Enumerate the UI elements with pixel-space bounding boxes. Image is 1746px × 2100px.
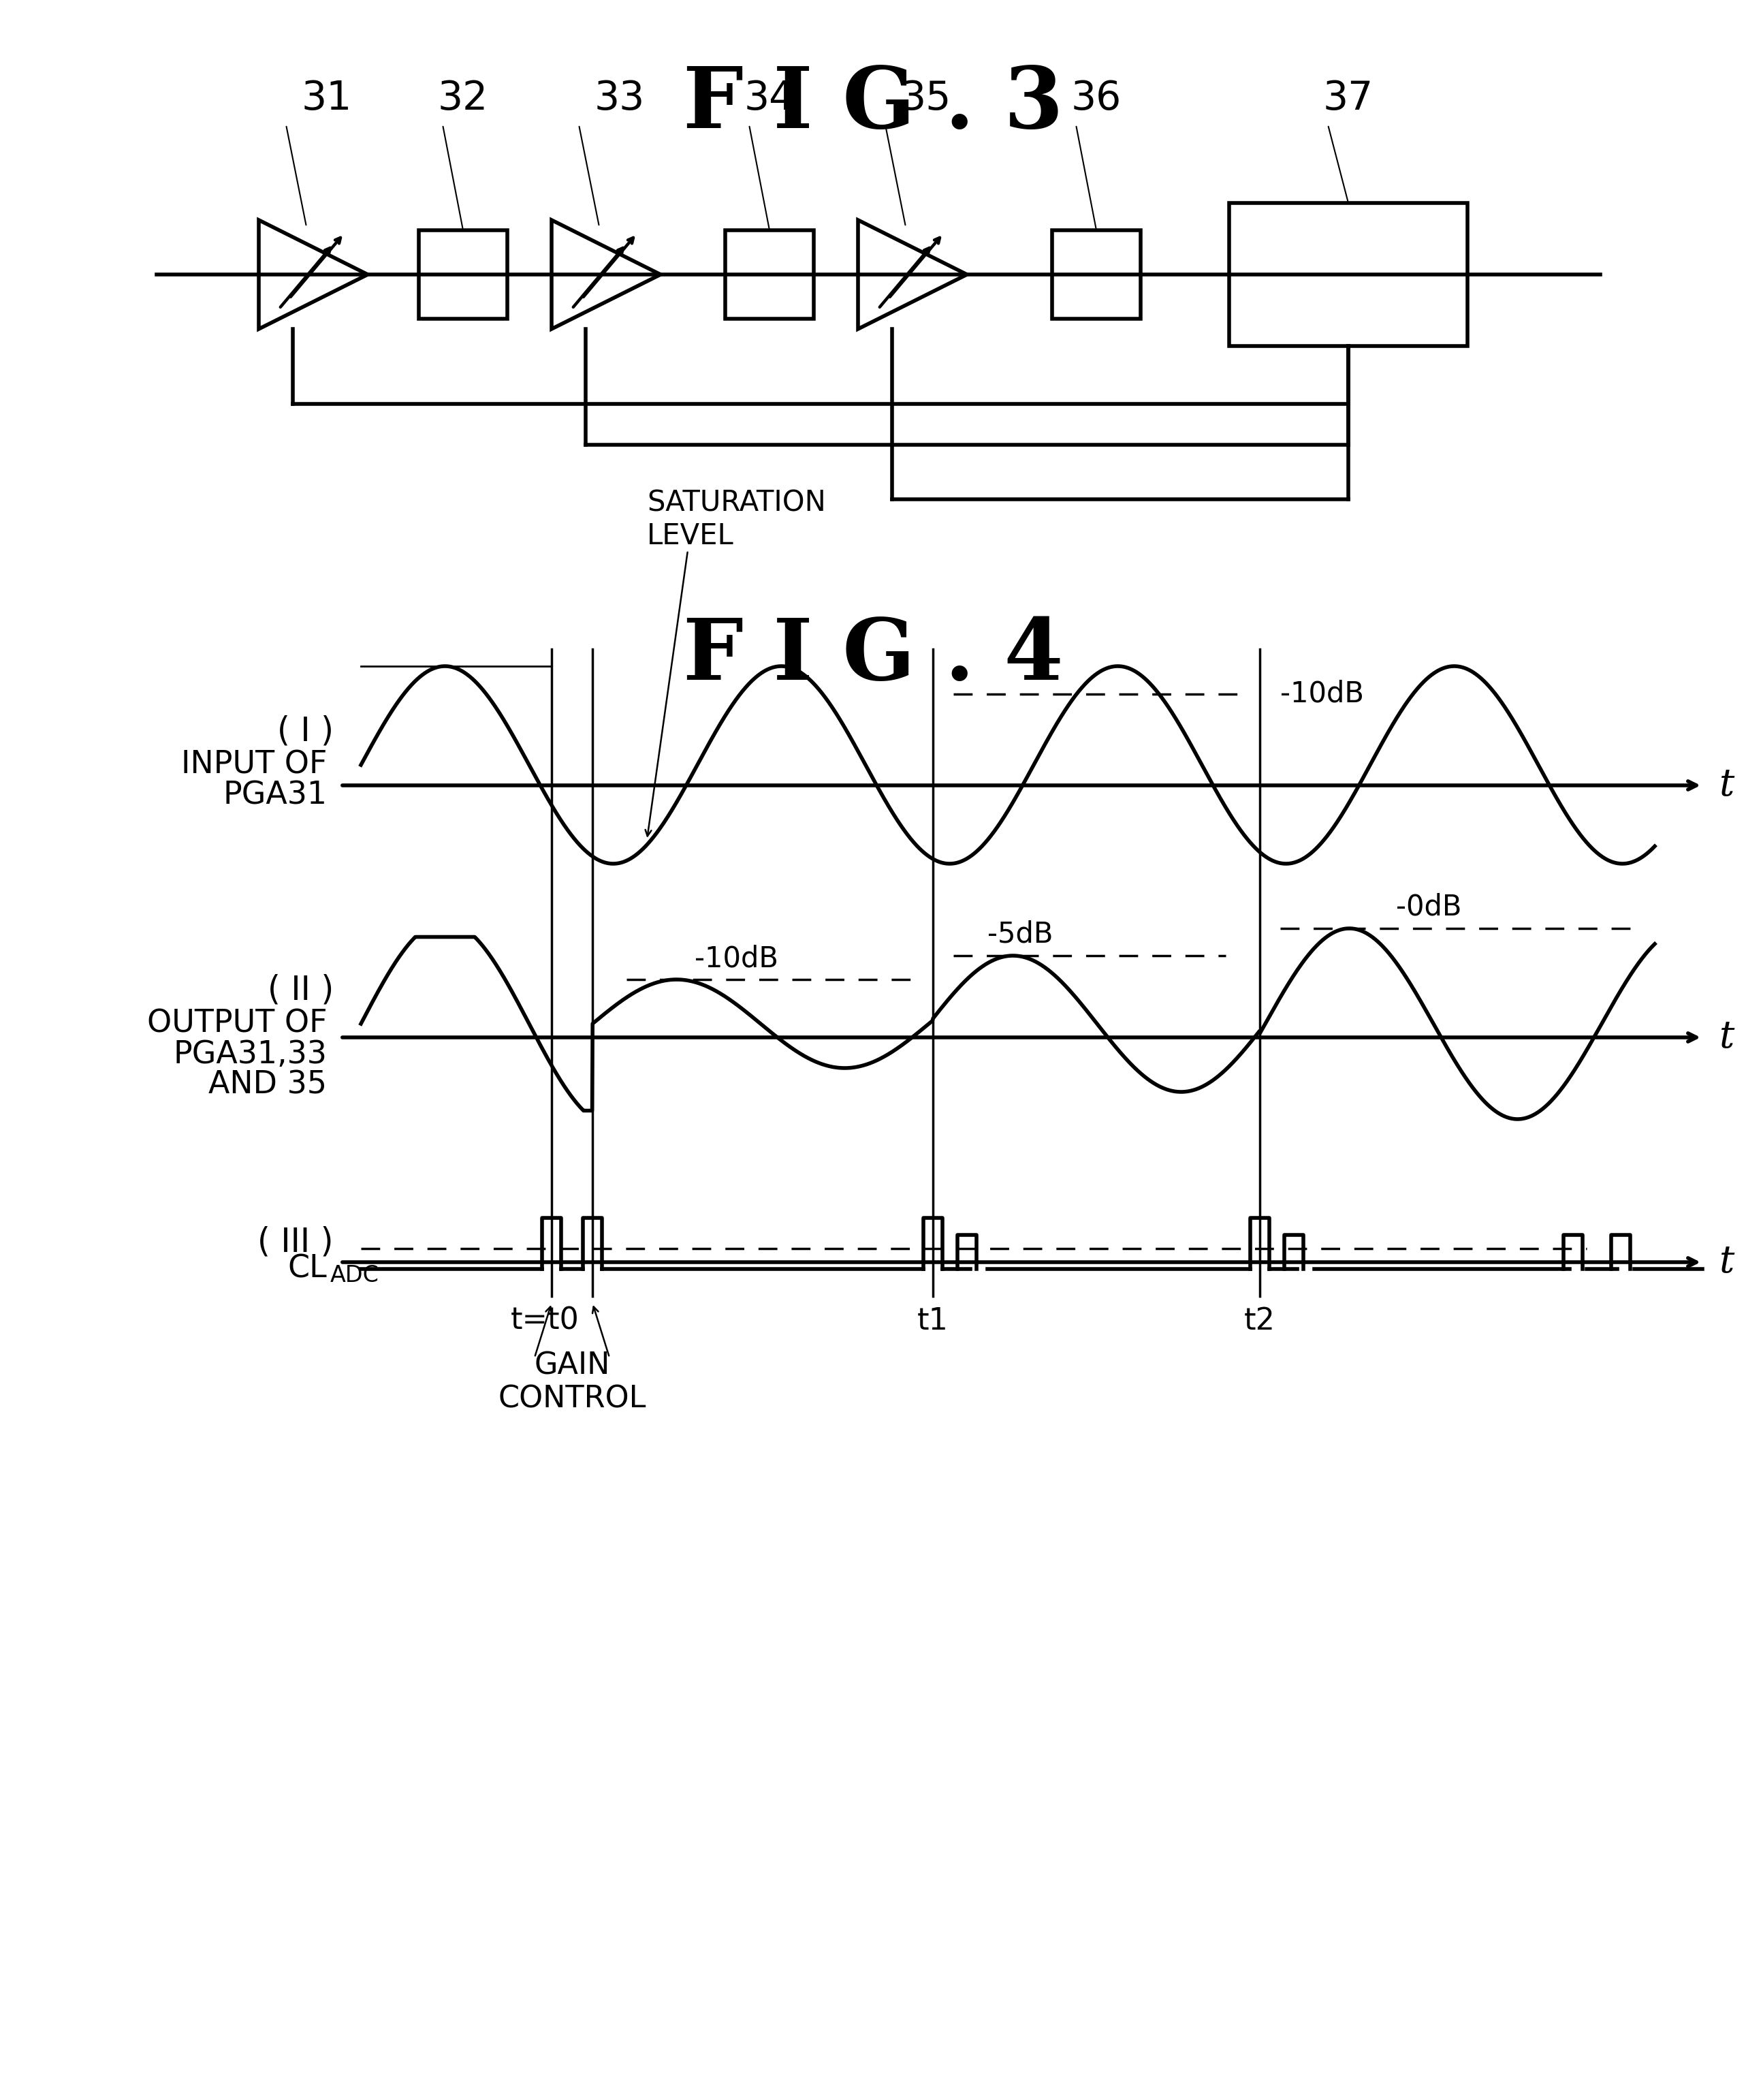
Text: ADC: ADC	[330, 1264, 379, 1287]
Text: CL: CL	[288, 1254, 327, 1285]
Text: t: t	[1720, 1243, 1734, 1281]
Bar	[725, 231, 814, 319]
Text: t2: t2	[1245, 1306, 1275, 1336]
Text: -10dB: -10dB	[1280, 680, 1364, 708]
Text: t=t0: t=t0	[510, 1306, 580, 1336]
Text: ( III ): ( III )	[258, 1226, 333, 1258]
Text: 31: 31	[302, 80, 353, 118]
Text: 33: 33	[594, 80, 644, 118]
Text: F I G . 4: F I G . 4	[683, 615, 1063, 697]
Text: GAIN
CONTROL: GAIN CONTROL	[498, 1350, 646, 1413]
Text: t1: t1	[917, 1306, 948, 1336]
Text: ( I ): ( I )	[278, 714, 333, 748]
Text: PGA31: PGA31	[223, 781, 327, 811]
Text: 35: 35	[901, 80, 952, 118]
Text: 34: 34	[744, 80, 794, 118]
Bar	[419, 231, 508, 319]
Bar	[1229, 204, 1467, 346]
Text: PGA31,33: PGA31,33	[173, 1040, 327, 1069]
Text: 37: 37	[1323, 80, 1374, 118]
Text: OUTPUT OF: OUTPUT OF	[147, 1008, 327, 1040]
Text: SATURATION
LEVEL: SATURATION LEVEL	[648, 489, 826, 550]
Bar	[1053, 231, 1140, 319]
Text: t: t	[1720, 1018, 1734, 1056]
Text: 36: 36	[1070, 80, 1121, 118]
Text: F I G . 3: F I G . 3	[683, 63, 1063, 145]
Text: t: t	[1720, 766, 1734, 804]
Text: INPUT OF: INPUT OF	[182, 750, 327, 781]
Text: AND 35: AND 35	[208, 1069, 327, 1100]
Text: -0dB: -0dB	[1397, 892, 1461, 922]
Text: -10dB: -10dB	[695, 945, 779, 972]
Text: -5dB: -5dB	[988, 920, 1053, 949]
Text: ( II ): ( II )	[267, 974, 333, 1006]
Text: 32: 32	[438, 80, 489, 118]
